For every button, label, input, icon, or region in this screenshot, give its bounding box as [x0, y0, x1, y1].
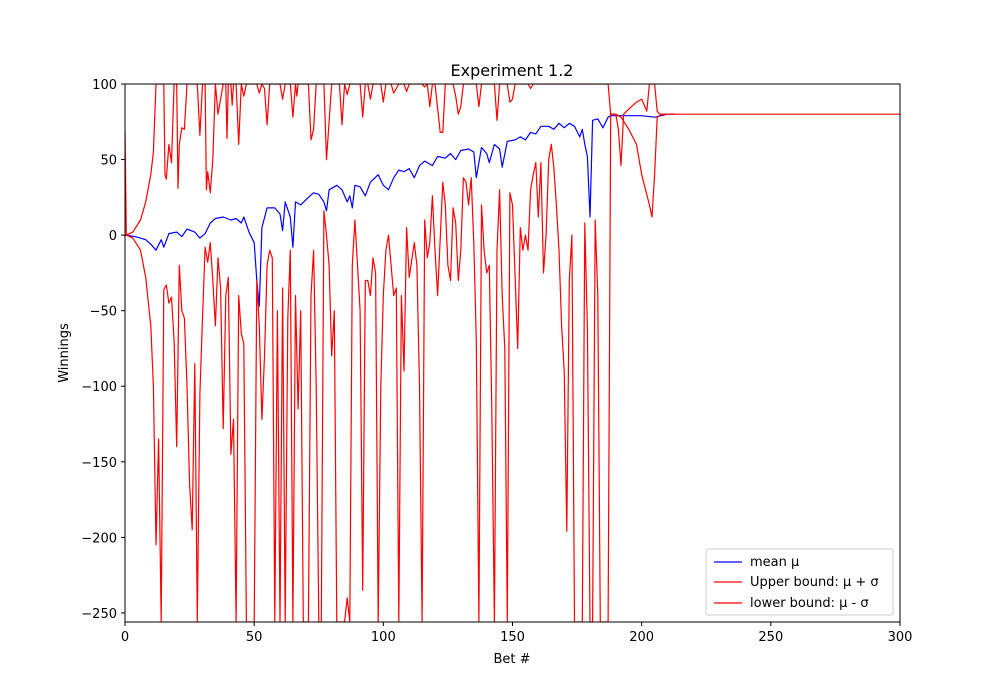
x-tick-label: 100	[371, 630, 396, 645]
x-tick-label: 250	[758, 630, 783, 645]
legend-label-upper: Upper bound: μ + σ	[750, 575, 879, 590]
series-mean-line	[125, 113, 676, 307]
legend: mean μ Upper bound: μ + σ lower bound: μ…	[705, 548, 894, 616]
y-axis: 100 50 0 −50 −100 −150 −200 −250	[81, 78, 125, 622]
y-tick-label: −250	[81, 607, 117, 622]
x-tick-label: 150	[500, 630, 525, 645]
x-tick-label: 0	[121, 630, 129, 645]
y-tick-label: 0	[109, 229, 117, 244]
x-tick-label: 50	[246, 630, 263, 645]
x-axis-label: Bet #	[493, 652, 530, 667]
legend-label-lower: lower bound: μ - σ	[750, 596, 869, 611]
y-tick-label: −50	[90, 305, 117, 320]
y-tick-label: −150	[81, 456, 117, 471]
legend-box	[705, 548, 894, 616]
y-tick-label: −200	[81, 531, 117, 546]
x-tick-label: 300	[888, 630, 913, 645]
y-tick-label: 50	[100, 154, 117, 169]
series-upper-bound-line	[125, 84, 676, 236]
y-axis-label: Winnings	[57, 323, 72, 383]
x-tick-label: 200	[629, 630, 654, 645]
y-tick-label: 100	[92, 78, 117, 93]
chart-title: Experiment 1.2	[451, 61, 574, 80]
legend-label-mean: mean μ	[750, 555, 799, 570]
series-lower-bound-line	[125, 113, 676, 622]
plot-area	[125, 84, 900, 622]
plot-frame	[124, 83, 901, 623]
x-axis: 0 50 100 150 200 250 300	[121, 622, 913, 645]
y-tick-label: −100	[81, 380, 117, 395]
